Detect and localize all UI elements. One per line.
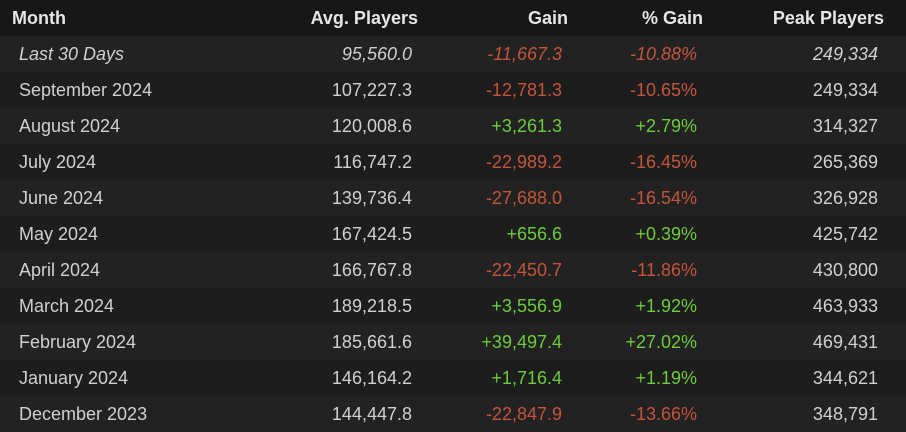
table-cell: +656.6 <box>506 224 562 244</box>
table-cell: -16.54% <box>629 188 697 208</box>
table-cell: 120,008.6 <box>331 116 412 136</box>
table-row: December 2023 144,447.8 -22,847.9 -13.66% 34… <box>0 396 906 432</box>
table-cell: -11,667.3 <box>487 44 562 64</box>
table-cell: -10.88% <box>629 44 697 64</box>
table-row: June 2024 139,736.4 -27,688.0 -16.54% 326,92… <box>0 180 906 216</box>
table-cell: 344,621 <box>812 368 878 388</box>
table-cell: -10.65% <box>629 80 697 100</box>
table-row: May 2024 167,424.5 +656.6 +0.39% 425,742 <box>0 216 906 252</box>
table-cell: August 2024 <box>19 116 121 136</box>
column-header: Gain <box>527 8 568 28</box>
column-header: Avg. Players <box>310 8 418 28</box>
table-cell: -12,781.3 <box>485 80 562 100</box>
table-cell: September 2024 <box>19 80 153 100</box>
column-header: Peak Players <box>772 8 884 28</box>
table-cell: +1.92% <box>635 296 697 316</box>
table-cell: 249,334 <box>812 80 878 100</box>
table-cell: +39,497.4 <box>481 332 562 352</box>
column-header: % Gain <box>641 8 703 28</box>
table-cell: 463,933 <box>812 296 878 316</box>
table-cell: -16.45% <box>629 152 697 172</box>
table-cell: 107,227.3 <box>331 80 412 100</box>
table-cell: 425,742 <box>812 224 878 244</box>
table-cell: +27.02% <box>625 332 697 352</box>
table-cell: 185,661.6 <box>331 332 412 352</box>
table-cell: 265,369 <box>812 152 878 172</box>
table-cell: 144,447.8 <box>331 404 412 424</box>
table-row: February 2024 185,661.6 +39,497.4 +27.02% 46… <box>0 324 906 360</box>
table-cell: July 2024 <box>19 152 97 172</box>
table-cell: 139,736.4 <box>331 188 412 208</box>
table-row: July 2024 116,747.2 -22,989.2 -16.45% 265,36… <box>0 144 906 180</box>
table-cell: May 2024 <box>19 224 99 244</box>
table-cell: 326,928 <box>812 188 878 208</box>
table-row: January 2024 146,164.2 +1,716.4 +1.19% 344,6… <box>0 360 906 396</box>
table-cell: April 2024 <box>19 260 101 280</box>
column-header: Month <box>12 8 66 28</box>
table-cell: March 2024 <box>19 296 115 316</box>
table-cell: -27,688.0 <box>485 188 562 208</box>
table-cell: -22,450.7 <box>485 260 562 280</box>
table-cell: 167,424.5 <box>331 224 412 244</box>
table-cell: +1,716.4 <box>491 368 562 388</box>
table-row: March 2024 189,218.5 +3,556.9 +1.92% 463,933 <box>0 288 906 324</box>
table-cell: Last 30 Days <box>19 44 125 64</box>
table-cell: 314,327 <box>812 116 878 136</box>
table-row: Last 30 Days 95,560.0 -11,667.3 -10.88% 249,… <box>0 36 906 72</box>
table-cell: 116,747.2 <box>333 152 412 172</box>
table-cell: 249,334 <box>812 44 878 64</box>
table-row: September 2024 107,227.3 -12,781.3 -10.65% 2… <box>0 72 906 108</box>
table-cell: January 2024 <box>19 368 129 388</box>
table-cell: 166,767.8 <box>331 260 412 280</box>
table-cell: 146,164.2 <box>331 368 412 388</box>
table-cell: -22,989.2 <box>485 152 562 172</box>
table-cell: +0.39% <box>635 224 697 244</box>
table-cell: +1.19% <box>635 368 697 388</box>
table-cell: -11.86% <box>631 260 697 280</box>
table-cell: -13.66% <box>629 404 697 424</box>
table-row: April 2024 166,767.8 -22,450.7 -11.86% 430,8… <box>0 252 906 288</box>
table-cell: +3,261.3 <box>491 116 562 136</box>
table-cell: 469,431 <box>812 332 878 352</box>
table-cell: -22,847.9 <box>485 404 562 424</box>
table-cell: June 2024 <box>19 188 104 208</box>
header-row: Month Avg. Players Gain % Gain Peak Players <box>0 0 906 36</box>
table-cell: +3,556.9 <box>491 296 562 316</box>
table-cell: February 2024 <box>19 332 137 352</box>
table-row: August 2024 120,008.6 +3,261.3 +2.79% 314,32… <box>0 108 906 144</box>
table-cell: December 2023 <box>19 404 148 424</box>
table-cell: 430,800 <box>812 260 878 280</box>
table-cell: 348,791 <box>812 404 878 424</box>
table-cell: 189,218.5 <box>331 296 412 316</box>
table-cell: 95,560.0 <box>341 44 412 64</box>
table-cell: +2.79% <box>635 116 697 136</box>
